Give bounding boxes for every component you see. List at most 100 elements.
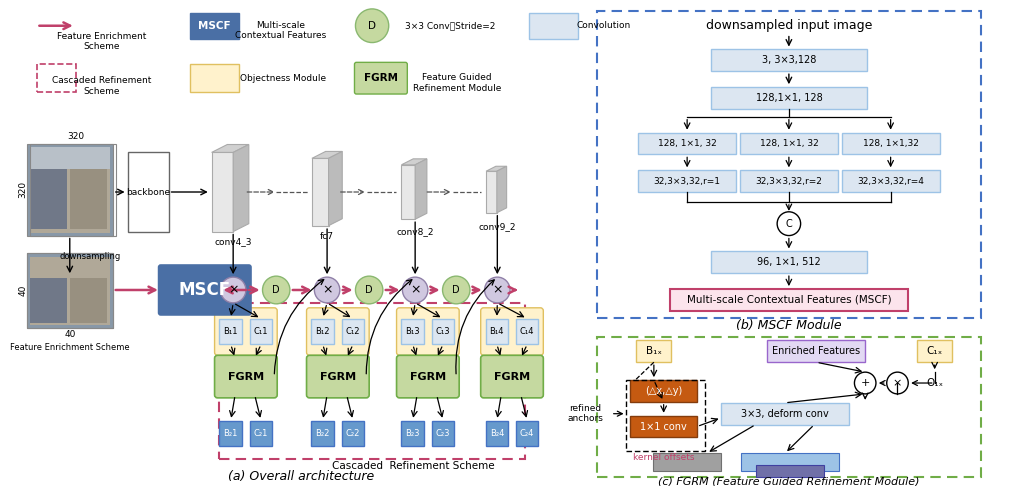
Text: (c) FGRM (Feature Guided Refinement Module): (c) FGRM (Feature Guided Refinement Modu… — [659, 476, 920, 486]
Bar — [312, 158, 328, 226]
Text: D: D — [452, 285, 460, 295]
Text: 128, 1×1,32: 128, 1×1,32 — [863, 139, 918, 148]
Polygon shape — [415, 159, 427, 219]
Bar — [516, 319, 538, 345]
FancyBboxPatch shape — [397, 308, 460, 355]
Bar — [841, 170, 939, 192]
Polygon shape — [212, 144, 248, 153]
Text: 32,3×3,32,r=4: 32,3×3,32,r=4 — [857, 176, 924, 186]
Bar — [432, 319, 454, 345]
Polygon shape — [233, 144, 248, 232]
Text: +: + — [861, 378, 870, 388]
Text: Convolution: Convolution — [577, 21, 631, 30]
Bar — [70, 169, 107, 228]
Bar — [127, 153, 169, 232]
Bar — [36, 64, 76, 92]
Text: ×: × — [893, 378, 902, 388]
Text: C₁2: C₁2 — [345, 327, 361, 336]
Bar — [401, 319, 424, 345]
Bar — [401, 420, 424, 446]
Bar — [630, 380, 697, 402]
Text: C: C — [786, 219, 792, 229]
Circle shape — [263, 276, 290, 304]
Text: (b) MSCF Module: (b) MSCF Module — [736, 319, 841, 332]
Bar — [190, 13, 239, 38]
Text: 320: 320 — [67, 132, 84, 141]
Circle shape — [485, 277, 510, 303]
Bar — [638, 170, 736, 192]
Text: MSCF: MSCF — [179, 281, 231, 299]
Bar — [219, 319, 242, 345]
Bar — [26, 253, 113, 328]
FancyBboxPatch shape — [481, 308, 543, 355]
Polygon shape — [328, 152, 342, 226]
Bar — [26, 253, 113, 328]
Bar — [249, 420, 273, 446]
Text: ×: × — [322, 283, 332, 296]
Bar — [311, 319, 334, 345]
Text: D: D — [273, 285, 280, 295]
Text: C₂2: C₂2 — [345, 429, 361, 438]
Bar — [711, 87, 868, 109]
Bar — [670, 289, 908, 311]
Bar — [740, 170, 838, 192]
Text: Cascaded Refinement
Scheme: Cascaded Refinement Scheme — [53, 76, 152, 96]
FancyBboxPatch shape — [307, 355, 370, 398]
Text: 128,1×1, 128: 128,1×1, 128 — [755, 93, 822, 103]
Text: B₂4: B₂4 — [490, 429, 504, 438]
Bar — [249, 319, 273, 345]
Text: D: D — [366, 285, 373, 295]
Text: C₂4: C₂4 — [520, 429, 534, 438]
Bar — [768, 341, 866, 362]
Bar — [597, 336, 981, 477]
Bar — [711, 50, 868, 71]
Bar — [26, 143, 113, 236]
Bar — [486, 319, 508, 345]
Text: B₁1: B₁1 — [223, 327, 238, 336]
Bar — [755, 465, 824, 477]
Text: 3, 3×3,128: 3, 3×3,128 — [762, 55, 816, 66]
Text: ×: × — [228, 283, 238, 296]
Circle shape — [854, 372, 876, 394]
Bar — [219, 303, 525, 459]
Circle shape — [442, 276, 470, 304]
Text: O₁ₓ: O₁ₓ — [926, 378, 943, 388]
Text: Enriched Features: Enriched Features — [773, 347, 861, 356]
Text: (a) Overall architecture: (a) Overall architecture — [227, 469, 374, 483]
Text: kernel offsets: kernel offsets — [633, 453, 695, 462]
Text: FGRM: FGRM — [364, 73, 398, 83]
Bar — [528, 13, 578, 38]
Text: Multi-scale
Contextual Features: Multi-scale Contextual Features — [235, 21, 326, 40]
FancyBboxPatch shape — [214, 355, 277, 398]
Bar — [432, 420, 454, 446]
FancyBboxPatch shape — [481, 355, 543, 398]
Bar — [29, 169, 67, 228]
Text: C₂1: C₂1 — [254, 429, 269, 438]
Text: B₁4: B₁4 — [490, 327, 504, 336]
Circle shape — [356, 276, 383, 304]
Text: conv4_3: conv4_3 — [214, 237, 251, 246]
Bar — [638, 133, 736, 155]
Bar — [721, 403, 848, 425]
Bar — [341, 420, 365, 446]
Bar — [636, 341, 672, 362]
Text: C₁ₓ: C₁ₓ — [926, 347, 942, 356]
Polygon shape — [312, 152, 342, 158]
Bar — [219, 420, 242, 446]
Bar — [70, 278, 107, 323]
Bar — [29, 143, 116, 236]
Text: Feature Guided
Refinement Module: Feature Guided Refinement Module — [413, 73, 501, 93]
Text: 320: 320 — [18, 180, 27, 198]
Text: Feature Enrichment Scheme: Feature Enrichment Scheme — [10, 343, 129, 352]
Bar — [341, 319, 365, 345]
Text: 40: 40 — [64, 330, 76, 339]
Text: 32,3×3,32,r=2: 32,3×3,32,r=2 — [755, 176, 822, 186]
Text: FGRM: FGRM — [320, 372, 356, 382]
Circle shape — [887, 372, 908, 394]
Text: 3×3 Conv，Stride=2: 3×3 Conv，Stride=2 — [405, 21, 496, 30]
Text: B₁3: B₁3 — [405, 327, 420, 336]
Polygon shape — [401, 159, 427, 165]
Text: B₂1: B₂1 — [223, 429, 238, 438]
FancyBboxPatch shape — [307, 308, 370, 355]
Text: conv8_2: conv8_2 — [396, 227, 434, 236]
